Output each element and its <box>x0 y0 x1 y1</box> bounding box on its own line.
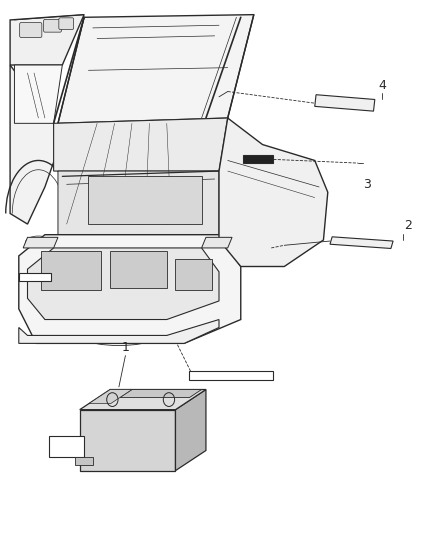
Polygon shape <box>19 235 241 343</box>
Polygon shape <box>10 14 84 65</box>
Polygon shape <box>219 118 328 266</box>
Polygon shape <box>19 273 51 281</box>
Polygon shape <box>188 372 273 380</box>
Polygon shape <box>75 457 93 465</box>
Polygon shape <box>58 171 219 245</box>
Polygon shape <box>176 259 212 290</box>
Polygon shape <box>243 155 273 163</box>
Text: 1: 1 <box>121 341 129 354</box>
Polygon shape <box>10 65 58 224</box>
Polygon shape <box>49 436 84 457</box>
Polygon shape <box>88 176 201 224</box>
Polygon shape <box>14 65 62 123</box>
Polygon shape <box>53 118 228 171</box>
FancyBboxPatch shape <box>44 19 61 32</box>
Polygon shape <box>19 319 219 343</box>
Polygon shape <box>201 237 232 248</box>
Polygon shape <box>80 390 206 410</box>
Polygon shape <box>330 237 393 248</box>
Polygon shape <box>28 248 219 319</box>
Text: 2: 2 <box>404 219 412 232</box>
Polygon shape <box>120 390 201 398</box>
Text: 4: 4 <box>378 78 386 92</box>
Polygon shape <box>315 95 375 111</box>
Polygon shape <box>23 237 58 248</box>
Polygon shape <box>41 251 102 290</box>
FancyBboxPatch shape <box>59 18 74 29</box>
Polygon shape <box>176 390 206 471</box>
Polygon shape <box>80 410 176 471</box>
Polygon shape <box>58 14 254 123</box>
Polygon shape <box>89 390 132 403</box>
FancyBboxPatch shape <box>20 22 42 37</box>
Text: 3: 3 <box>363 178 371 191</box>
Polygon shape <box>110 251 167 288</box>
